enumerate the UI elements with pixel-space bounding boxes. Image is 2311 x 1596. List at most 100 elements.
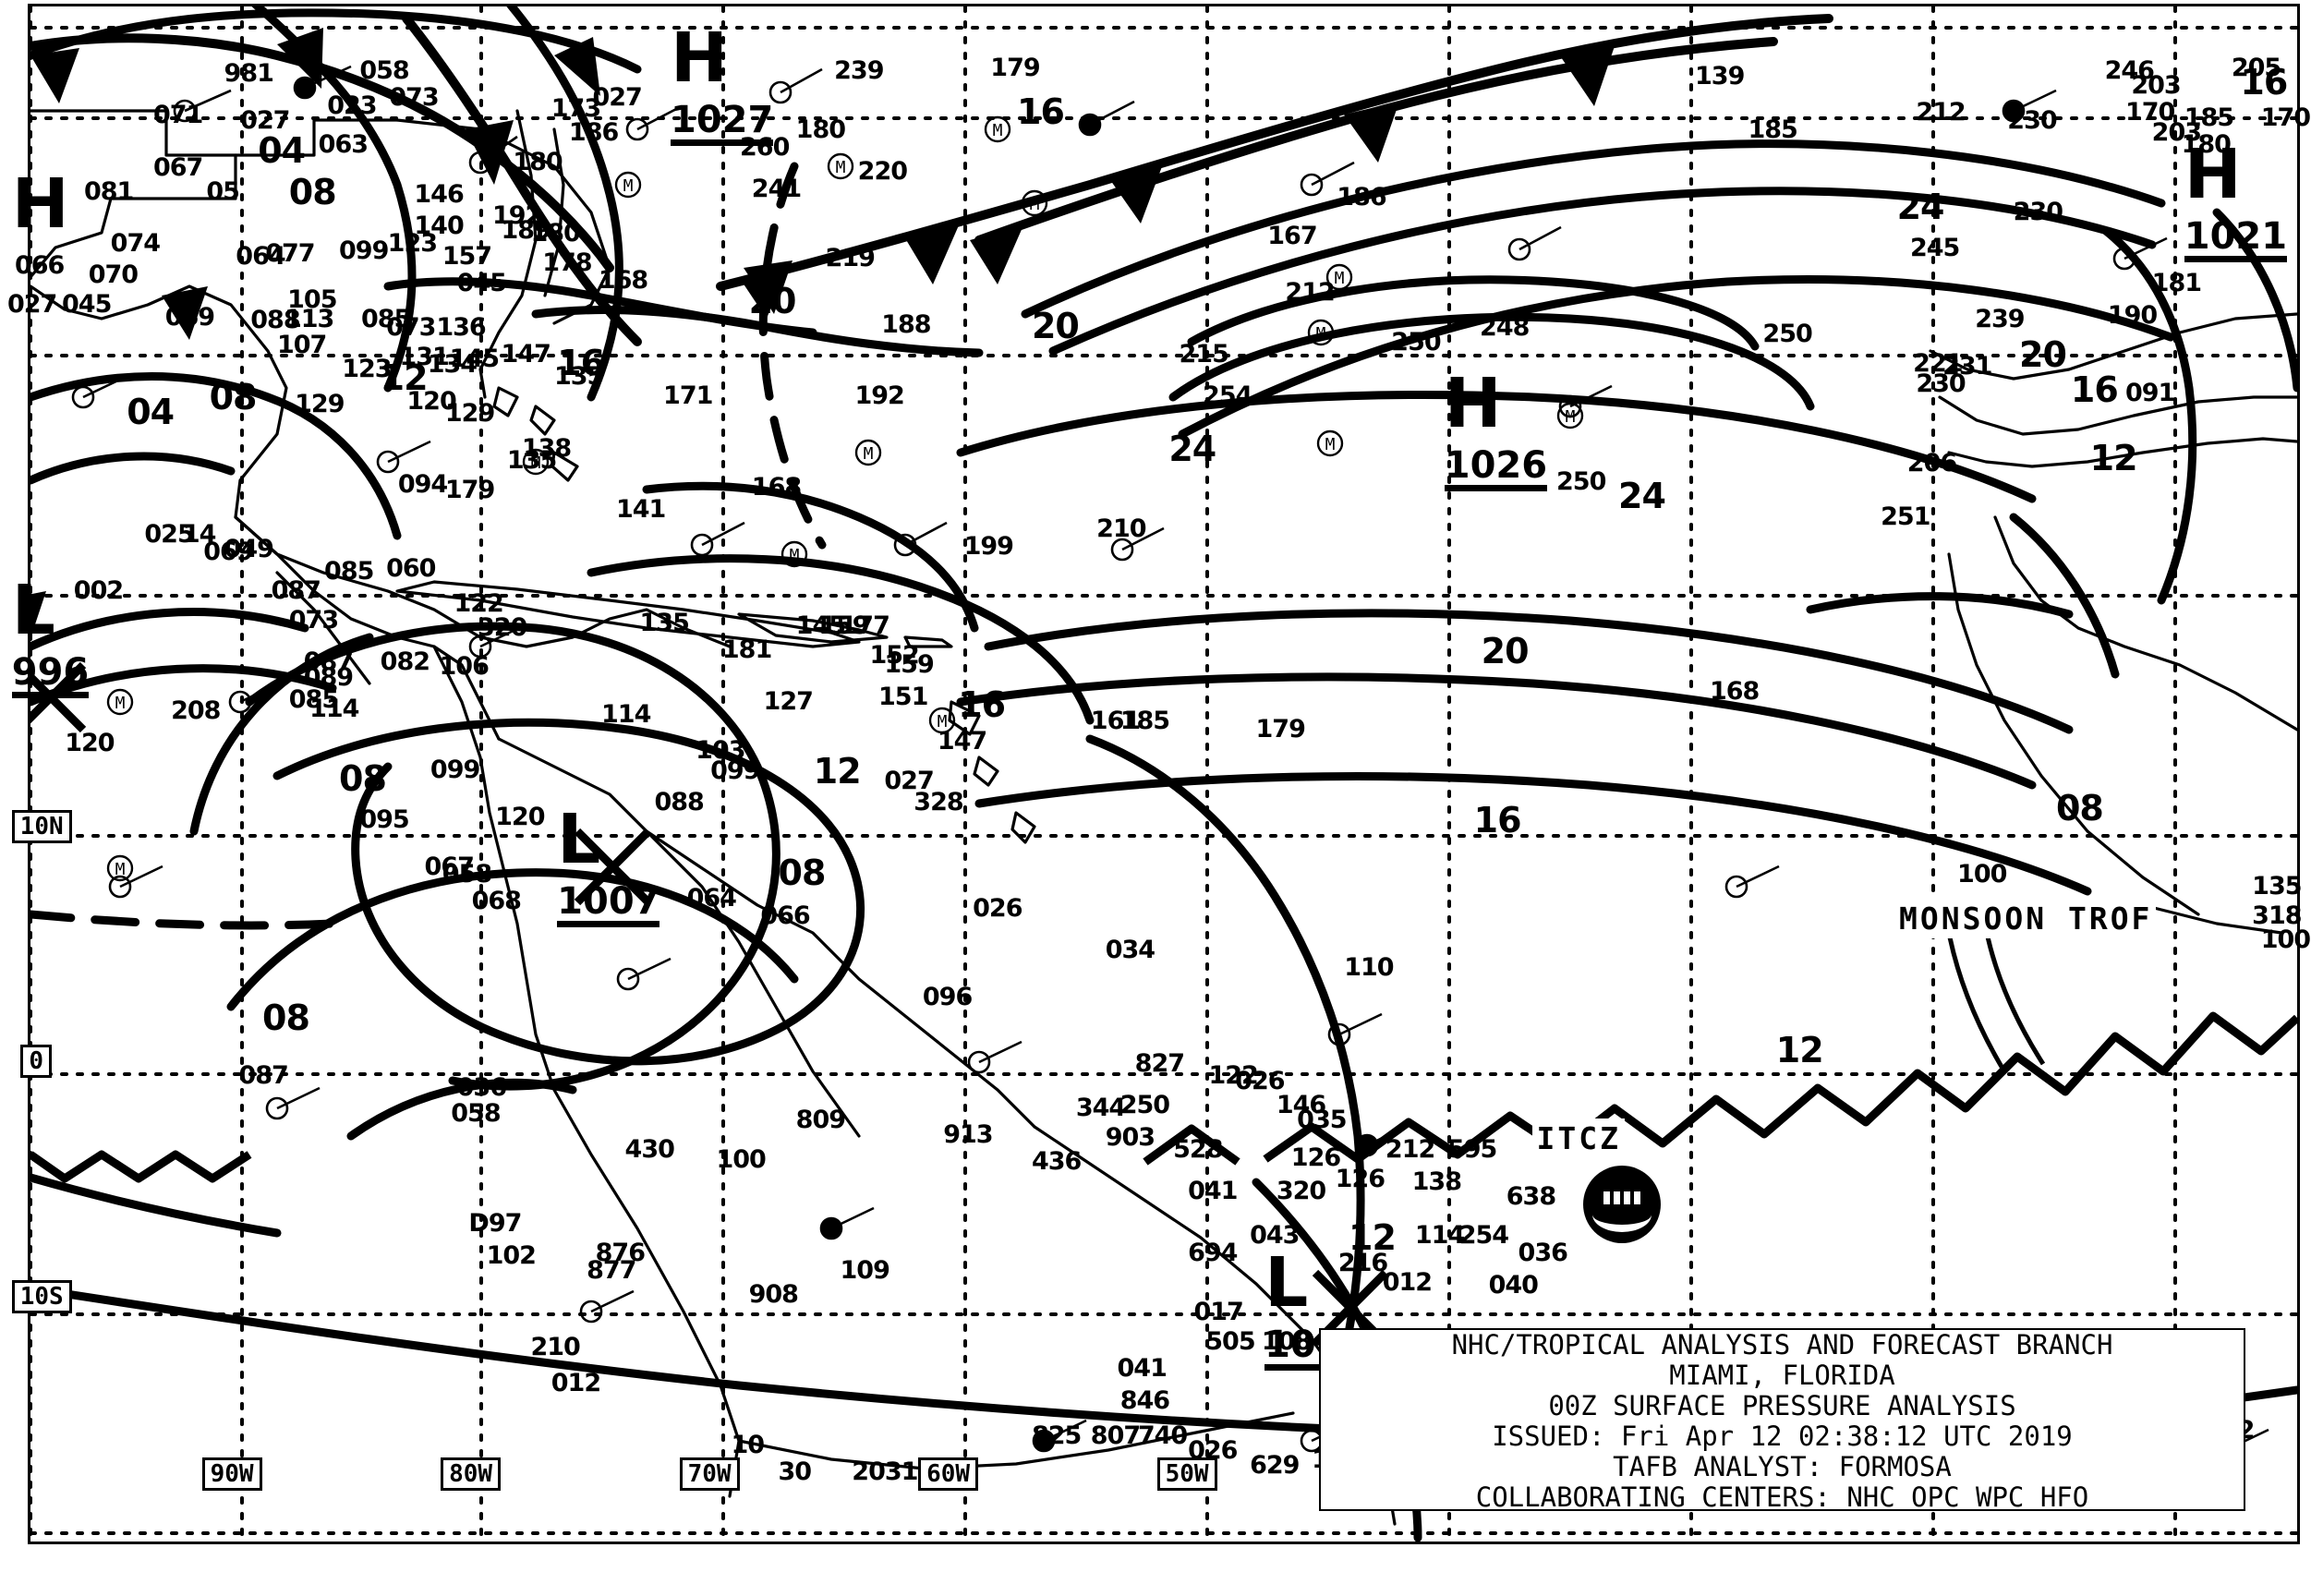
station-observation-value: 241 — [751, 174, 802, 203]
station-observation-value: 066 — [14, 251, 65, 280]
station-observation-value: 091 — [2124, 378, 2175, 407]
dashed-trough — [30, 162, 827, 930]
station-observation-value: 017 — [1193, 1297, 1243, 1326]
station-observation-value: 178 — [542, 248, 592, 277]
isobar-label: 24 — [1168, 429, 1216, 469]
station-observation-value: 135 — [2252, 872, 2302, 901]
station-observation-value: 134 — [427, 350, 478, 380]
station-observation-value: 049 — [224, 535, 274, 564]
station-observation-value: 846 — [1119, 1385, 1170, 1415]
station-observation-value: 220 — [857, 156, 908, 186]
station-observation-value: 179 — [1255, 715, 1306, 744]
isobar-label: 12 — [813, 750, 862, 792]
station-observation-value: 181 — [2151, 269, 2202, 298]
pressure-center-letter: L — [557, 800, 600, 879]
feature-label-itcz: ITCZ — [1532, 1118, 1625, 1159]
pressure-center-value: 1007 — [557, 883, 660, 927]
isobar-label: 04 — [258, 129, 306, 171]
station-observation-value: 145 — [449, 344, 500, 373]
longitude-label-50w: 50W — [1156, 1457, 1217, 1491]
station-observation-value: 027 — [592, 82, 642, 112]
station-observation-value: 170 — [2260, 103, 2311, 132]
station-observation-value: 073 — [386, 313, 436, 343]
station-observation-value: 012 — [551, 1368, 601, 1397]
station-observation-value: 157 — [442, 242, 492, 272]
station-observation-value: 096 — [922, 983, 973, 1011]
station-observation-value: 181 — [721, 635, 772, 664]
longitude-label-90w: 90W — [201, 1457, 262, 1491]
pressure-center-letter: H — [1444, 364, 1502, 443]
station-observation-value: 066 — [760, 901, 810, 930]
svg-text:M: M — [115, 860, 126, 879]
station-observation-value: 231 — [1942, 351, 1992, 381]
station-observation-value: 082 — [380, 647, 430, 676]
station-observation-value: 192 — [854, 381, 904, 410]
svg-text:M: M — [1566, 407, 1576, 427]
station-observation-value: 205 — [2231, 53, 2281, 82]
isobar-label: 08 — [2055, 787, 2104, 828]
station-observation-value: 320 — [1276, 1176, 1326, 1205]
station-observation-value: 436 — [1031, 1146, 1082, 1176]
station-observation-value: 107 — [276, 331, 327, 360]
pressure-center-letter: L — [1264, 1243, 1308, 1323]
station-observation-value: 027 — [6, 289, 57, 319]
map-border — [28, 4, 2300, 1544]
station-observation-value: 106 — [439, 651, 490, 681]
station-observation-value: 827 — [1134, 1049, 1185, 1078]
isobar-label: 12 — [2089, 437, 2138, 478]
longitude-label-60w: 60W — [918, 1457, 979, 1491]
pressure-center-h-2: H 1021 — [2184, 140, 2288, 262]
station-observation-value: 085 — [360, 304, 411, 333]
pressure-center-value: 1021 — [2184, 218, 2288, 262]
station-observation-value: 105 — [287, 284, 337, 314]
svg-text:M: M — [1335, 269, 1345, 288]
station-observation-value: 060 — [386, 554, 436, 583]
station-observation-value: 251 — [1881, 502, 1930, 531]
station-observation-value: 036 — [1518, 1238, 1568, 1267]
legend-org-line: NHC/TROPICAL ANALYSIS AND FORECAST BRANC… — [1451, 1328, 2113, 1360]
station-observation-value: 180 — [795, 115, 846, 144]
station-observation-value: 740 — [1137, 1421, 1188, 1451]
isobar-label: 20 — [2019, 333, 2067, 375]
station-observation-value: 043 — [1250, 1220, 1300, 1250]
station-observation-value: 981 — [224, 59, 274, 88]
station-observation-value: 102 — [486, 1241, 537, 1270]
station-observation-value: 179 — [444, 476, 495, 505]
station-observation-value: 070 — [88, 260, 139, 289]
isobar-label: 04 — [127, 392, 175, 432]
station-observation-value: 260 — [740, 133, 790, 162]
station-observation-value: 036 — [456, 1072, 507, 1102]
station-observation-value: 120 — [406, 387, 456, 417]
station-observation-value: 073 — [389, 82, 439, 112]
station-observation-value: 110 — [1344, 953, 1394, 982]
station-observation-value: 129 — [295, 390, 345, 419]
station-observation-value: 109 — [840, 1256, 890, 1285]
station-observation-value: 230 — [1916, 369, 1966, 398]
station-observation-value: 505 — [1205, 1326, 1255, 1356]
station-observation-value: 230 — [2013, 198, 2063, 227]
station-observation-value: 430 — [624, 1134, 675, 1164]
svg-text:M: M — [531, 453, 541, 473]
station-observation-value: 045 — [62, 289, 112, 319]
station-observation-value: 045 — [456, 269, 507, 298]
isobar-label: 08 — [339, 757, 387, 799]
station-observation-value: 025 — [144, 520, 194, 550]
isobar-label: 08 — [288, 171, 337, 212]
station-observation-value: 088 — [654, 787, 704, 816]
station-observation-value: 108 — [1261, 1326, 1312, 1356]
station-observation-value: 040 — [1488, 1271, 1539, 1300]
station-observation-value: 230 — [2007, 106, 2057, 136]
station-observation-value: 05 — [206, 177, 240, 206]
station-observation-value: 250 — [1762, 319, 1812, 348]
station-observation-value: 206 — [1906, 449, 1957, 478]
station-observation-value: 528 — [1173, 1134, 1223, 1164]
station-observation-value: 114 — [1414, 1220, 1465, 1250]
noaa-bars-shape — [1603, 1191, 1640, 1204]
station-observation-value: 058 — [359, 55, 409, 85]
station-observation-value: 120 — [495, 802, 545, 831]
station-observation-value: 629 — [1250, 1451, 1300, 1481]
pressure-center-h-0: H 1027 — [671, 24, 774, 146]
monsoon-trough-line — [1946, 927, 2046, 1073]
station-observation-value: 074 — [110, 229, 161, 258]
pressure-center-l-4: L 1007 — [557, 800, 660, 927]
